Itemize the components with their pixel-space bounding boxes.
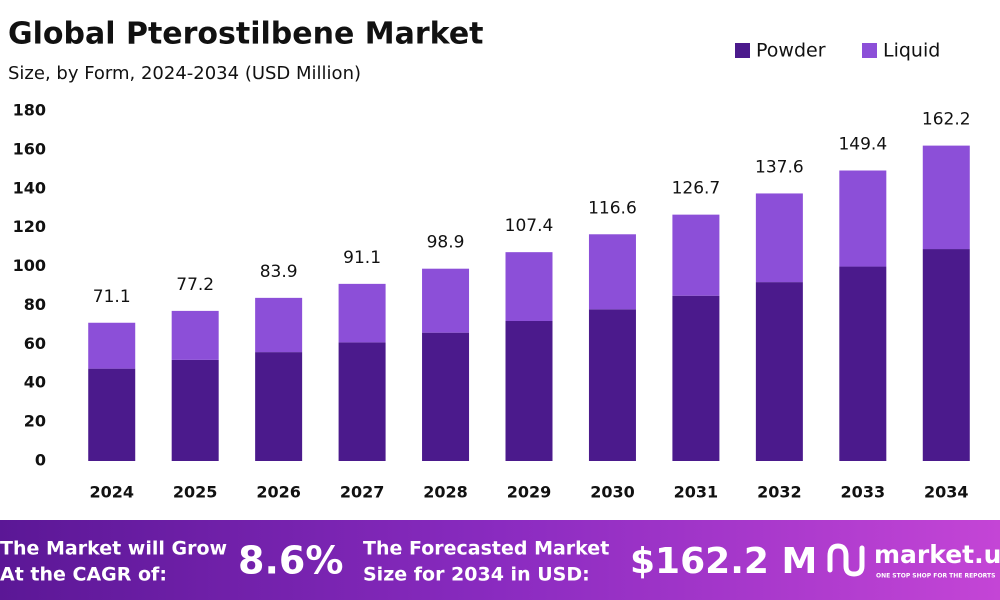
legend-label: Powder (756, 40, 826, 62)
y-tick-label: 120 (13, 217, 46, 236)
legend-label: Liquid (883, 40, 940, 62)
bar-segment (171, 359, 219, 461)
bar-segment (922, 249, 970, 461)
bar-segment (588, 234, 636, 310)
y-tick-label: 180 (13, 101, 46, 120)
total-label: 91.1 (343, 248, 381, 268)
footer-cagr-line: The Market will Grow (0, 538, 227, 560)
bar-segment (422, 332, 470, 461)
brand-name: market.us (874, 540, 1000, 569)
total-label: 137.6 (755, 157, 804, 177)
total-label: 149.4 (838, 135, 887, 155)
brand-tagline: ONE STOP SHOP FOR THE REPORTS (876, 573, 995, 580)
y-tick-label: 100 (13, 256, 46, 275)
bar-segment (839, 266, 887, 461)
x-tick-label: 2032 (757, 483, 802, 502)
bar-segment (588, 309, 636, 461)
bar-segment (755, 193, 803, 283)
chart-title: Global Pterostilbene Market (8, 17, 484, 52)
x-tick-label: 2030 (590, 483, 635, 502)
total-label: 162.2 (922, 110, 971, 130)
footer-forecast-line: Size for 2034 in USD: (363, 564, 590, 586)
bar-segment (505, 321, 553, 461)
y-tick-label: 0 (35, 451, 46, 470)
brand-icon (827, 543, 865, 577)
bar-segment (88, 368, 136, 461)
total-label: 98.9 (427, 233, 465, 253)
bar-segment (255, 297, 303, 353)
bar-segment (755, 282, 803, 461)
x-tick-label: 2025 (173, 483, 218, 502)
bar-segment (922, 145, 970, 250)
y-tick-label: 20 (24, 412, 46, 431)
x-tick-label: 2024 (89, 483, 134, 502)
x-tick-label: 2031 (674, 483, 719, 502)
footer-cagr-value: 8.6% (238, 539, 343, 583)
x-tick-label: 2029 (507, 483, 552, 502)
bar-segment (338, 283, 386, 343)
y-tick-label: 40 (24, 373, 46, 392)
footer-forecast-value: $162.2 M (630, 541, 817, 582)
y-tick-label: 160 (13, 139, 46, 158)
bar-segment (422, 268, 470, 333)
total-label: 126.7 (672, 179, 721, 199)
x-tick-label: 2028 (423, 483, 468, 502)
footer-forecast-line: The Forecasted Market (363, 538, 609, 560)
x-tick-label: 2034 (924, 483, 969, 502)
chart-subtitle: Size, by Form, 2024-2034 (USD Million) (8, 63, 361, 84)
y-tick-label: 80 (24, 295, 46, 314)
total-label: 71.1 (93, 287, 131, 307)
footer-cagr-line: At the CAGR of: (0, 564, 167, 586)
total-label: 77.2 (176, 275, 214, 295)
bar-segment (171, 310, 219, 360)
bar-segment (505, 252, 553, 321)
y-tick-label: 60 (24, 334, 46, 353)
bar-segment (672, 295, 720, 461)
y-tick-label: 140 (13, 178, 46, 197)
total-label: 107.4 (505, 216, 554, 236)
footer-banner (0, 520, 1000, 600)
x-tick-label: 2033 (841, 483, 886, 502)
bar-segment (88, 322, 136, 369)
x-tick-label: 2026 (256, 483, 301, 502)
bar-segment (672, 214, 720, 296)
x-tick-label: 2027 (340, 483, 385, 502)
legend-swatch (735, 43, 750, 58)
legend-swatch (862, 43, 877, 58)
bar-segment (255, 352, 303, 461)
bar-segment (839, 170, 887, 267)
total-label: 83.9 (260, 262, 298, 282)
bar-segment (338, 342, 386, 461)
total-label: 116.6 (588, 198, 637, 218)
